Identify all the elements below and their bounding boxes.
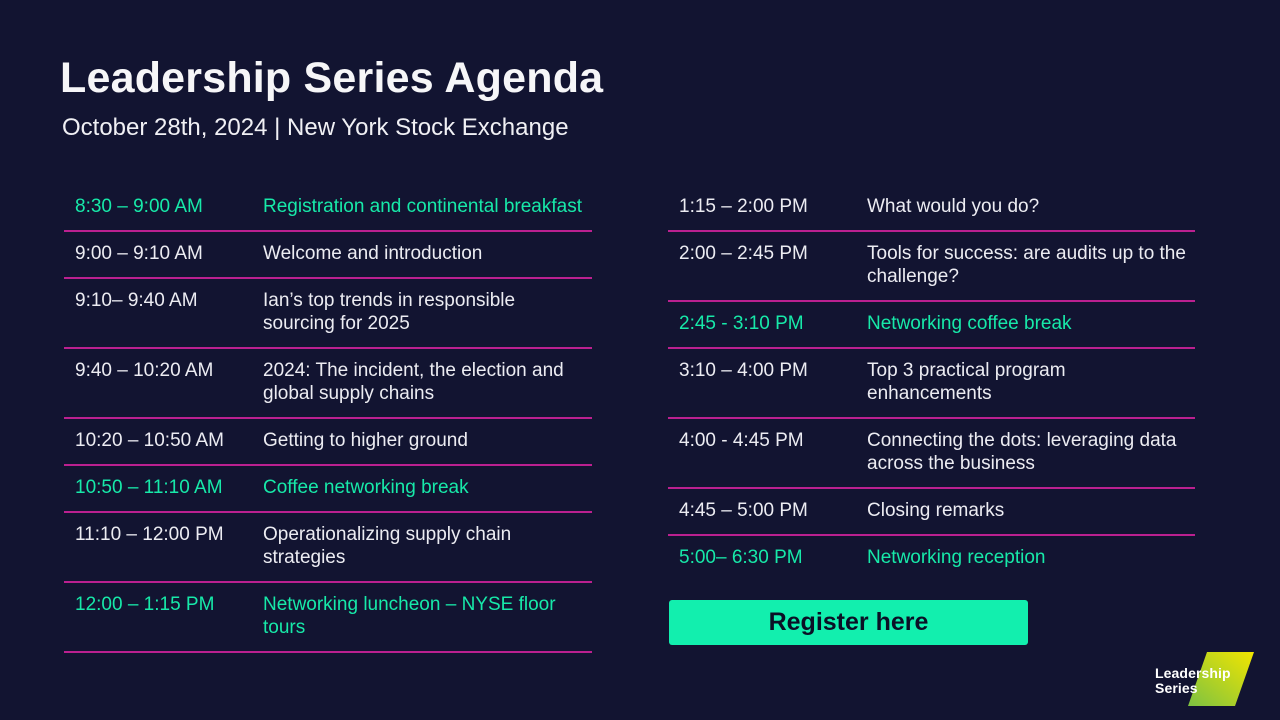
logo-parallelogram: [1188, 652, 1254, 706]
event-date-location: October 28th, 2024 | New York Stock Exch…: [62, 114, 569, 141]
agenda-row: 4:00 - 4:45 PM Connecting the dots: lever…: [668, 419, 1195, 489]
agenda-row: 9:40 – 10:20 AM 2024: The incident, the e…: [64, 349, 592, 419]
page-title: Leadership Series Agenda: [60, 54, 604, 102]
agenda-row: 3:10 – 4:00 PM Top 3 practical program en…: [668, 349, 1195, 419]
agenda-session-title: Coffee networking break: [263, 477, 469, 498]
agenda-time: 10:50 – 11:10 AM: [75, 477, 223, 498]
agenda-time: 2:45 - 3:10 PM: [679, 313, 804, 334]
leadership-series-logo: Leadership Series: [1150, 650, 1262, 710]
agenda-session-title: Welcome and introduction: [263, 243, 483, 264]
agenda-time: 3:10 – 4:00 PM: [679, 360, 808, 381]
agenda-session-title: Closing remarks: [867, 500, 1005, 521]
agenda-row: 9:00 – 9:10 AM Welcome and introduction: [64, 232, 592, 279]
agenda-time: 5:00– 6:30 PM: [679, 547, 803, 568]
agenda-time: 11:10 – 12:00 PM: [75, 524, 224, 545]
agenda-row: 4:45 – 5:00 PM Closing remarks: [668, 489, 1195, 536]
agenda-column-afternoon: 1:15 – 2:00 PM What would you do? 2:00 – 2…: [668, 185, 1195, 581]
agenda-time: 8:30 – 9:00 AM: [75, 196, 203, 217]
logo-line2: Series: [1155, 680, 1198, 696]
agenda-row: 10:20 – 10:50 AM Getting to higher ground: [64, 419, 592, 466]
agenda-time: 12:00 – 1:15 PM: [75, 594, 215, 615]
agenda-time: 2:00 – 2:45 PM: [679, 243, 808, 264]
agenda-time: 4:00 - 4:45 PM: [679, 430, 804, 451]
agenda-session-title: 2024: The incident, the election and glo…: [263, 360, 564, 404]
logo-wordmark: Leadership Series: [1155, 666, 1231, 696]
agenda-column-morning: 8:30 – 9:00 AM Registration and continent…: [64, 185, 592, 653]
agenda-row: 2:45 - 3:10 PM Networking coffee break: [668, 302, 1195, 349]
agenda-row: 8:30 – 9:00 AM Registration and continent…: [64, 185, 592, 232]
agenda-row: 2:00 – 2:45 PM Tools for success: are aud…: [668, 232, 1195, 302]
agenda-session-title: Networking reception: [867, 547, 1046, 568]
agenda-time: 9:10– 9:40 AM: [75, 290, 198, 311]
agenda-row: 10:50 – 11:10 AM Coffee networking break: [64, 466, 592, 513]
agenda-session-title: Networking luncheon – NYSE floor tours: [263, 594, 556, 638]
agenda-session-title: Registration and continental breakfast: [263, 196, 582, 217]
agenda-time: 4:45 – 5:00 PM: [679, 500, 808, 521]
agenda-time: 9:40 – 10:20 AM: [75, 360, 214, 381]
agenda-session-title: Operationalizing supply chain strategies: [263, 524, 512, 568]
agenda-session-title: Tools for success: are audits up to the …: [867, 243, 1186, 287]
agenda-row: 9:10– 9:40 AM Ian’s top trends in respons…: [64, 279, 592, 349]
agenda-session-title: Top 3 practical program enhancements: [867, 360, 1066, 404]
logo-line1: Leadership: [1155, 665, 1231, 681]
agenda-session-title: Connecting the dots: leveraging data acr…: [867, 430, 1177, 474]
agenda-time: 10:20 – 10:50 AM: [75, 430, 224, 451]
agenda-row: 12:00 – 1:15 PM Networking luncheon – NYS…: [64, 583, 592, 653]
agenda-row: 1:15 – 2:00 PM What would you do?: [668, 185, 1195, 232]
agenda-session-title: What would you do?: [867, 196, 1040, 217]
agenda-time: 1:15 – 2:00 PM: [679, 196, 808, 217]
agenda-session-title: Ian’s top trends in responsible sourcing…: [263, 290, 516, 334]
register-button[interactable]: Register here: [669, 600, 1028, 645]
agenda-row: 11:10 – 12:00 PM Operationalizing supply …: [64, 513, 592, 583]
agenda-time: 9:00 – 9:10 AM: [75, 243, 203, 264]
agenda-session-title: Getting to higher ground: [263, 430, 468, 451]
agenda-session-title: Networking coffee break: [867, 313, 1072, 334]
agenda-row: 5:00– 6:30 PM Networking reception: [668, 536, 1195, 581]
